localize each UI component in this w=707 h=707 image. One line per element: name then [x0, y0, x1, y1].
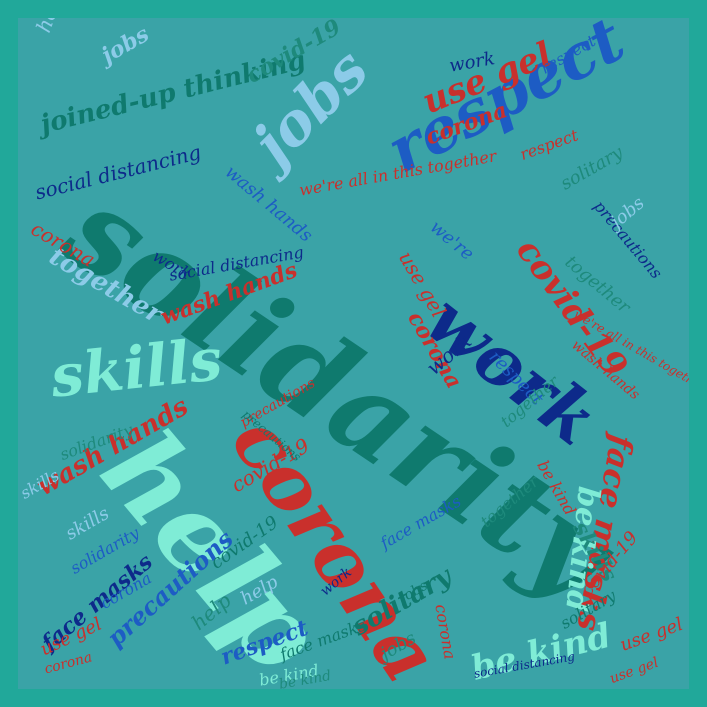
word: skills — [62, 502, 113, 545]
word: we're — [425, 216, 478, 265]
word-cloud: solidarity help corona work respect jobs skill… — [18, 18, 689, 689]
word: use gel — [607, 654, 661, 688]
word: help — [31, 18, 69, 36]
word: skills — [47, 325, 226, 411]
word: respect — [517, 125, 581, 164]
word: solitary — [557, 142, 627, 195]
word: jobs — [97, 21, 154, 69]
word: use gel — [617, 613, 686, 656]
word: wash hands — [220, 161, 317, 247]
